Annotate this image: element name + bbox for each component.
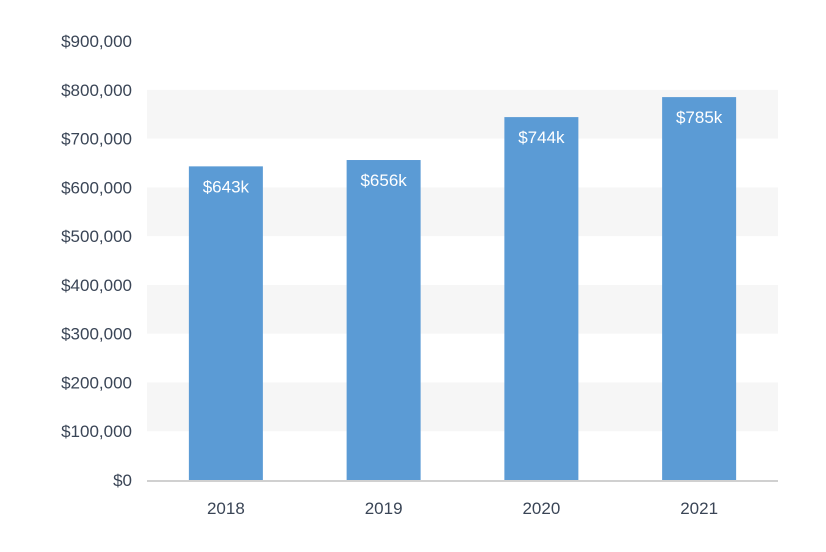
data-labels: $643k $656k $744k $785k: [203, 108, 723, 196]
y-tick-label: $0: [113, 471, 132, 490]
y-tick-label: $400,000: [61, 276, 132, 295]
x-tick-label: 2019: [365, 499, 403, 518]
bar-2018: [188, 166, 263, 480]
bar-series: [188, 97, 737, 481]
y-tick-label: $800,000: [61, 81, 132, 100]
data-label-2021: $785k: [676, 108, 723, 127]
data-label-2020: $744k: [518, 128, 565, 147]
y-axis-tick-labels: $0 $100,000 $200,000 $300,000 $400,000 $500,0…: [61, 32, 132, 490]
x-axis-tick-labels: 2018 2019 2020 2021: [207, 499, 718, 518]
bar-2021: [662, 97, 737, 480]
bar-2019: [346, 160, 421, 481]
bar-2020: [504, 117, 579, 481]
y-tick-label: $700,000: [61, 130, 132, 149]
y-tick-label: $600,000: [61, 178, 132, 197]
x-tick-label: 2020: [522, 499, 560, 518]
y-tick-label: $500,000: [61, 227, 132, 246]
data-label-2018: $643k: [203, 177, 250, 196]
y-tick-label: $100,000: [61, 422, 132, 441]
y-tick-label: $200,000: [61, 373, 132, 392]
data-label-2019: $656k: [360, 171, 407, 190]
y-tick-label: $300,000: [61, 325, 132, 344]
y-tick-label: $900,000: [61, 32, 132, 51]
x-tick-label: 2021: [680, 499, 718, 518]
grid-band: [147, 41, 778, 90]
x-tick-label: 2018: [207, 499, 245, 518]
